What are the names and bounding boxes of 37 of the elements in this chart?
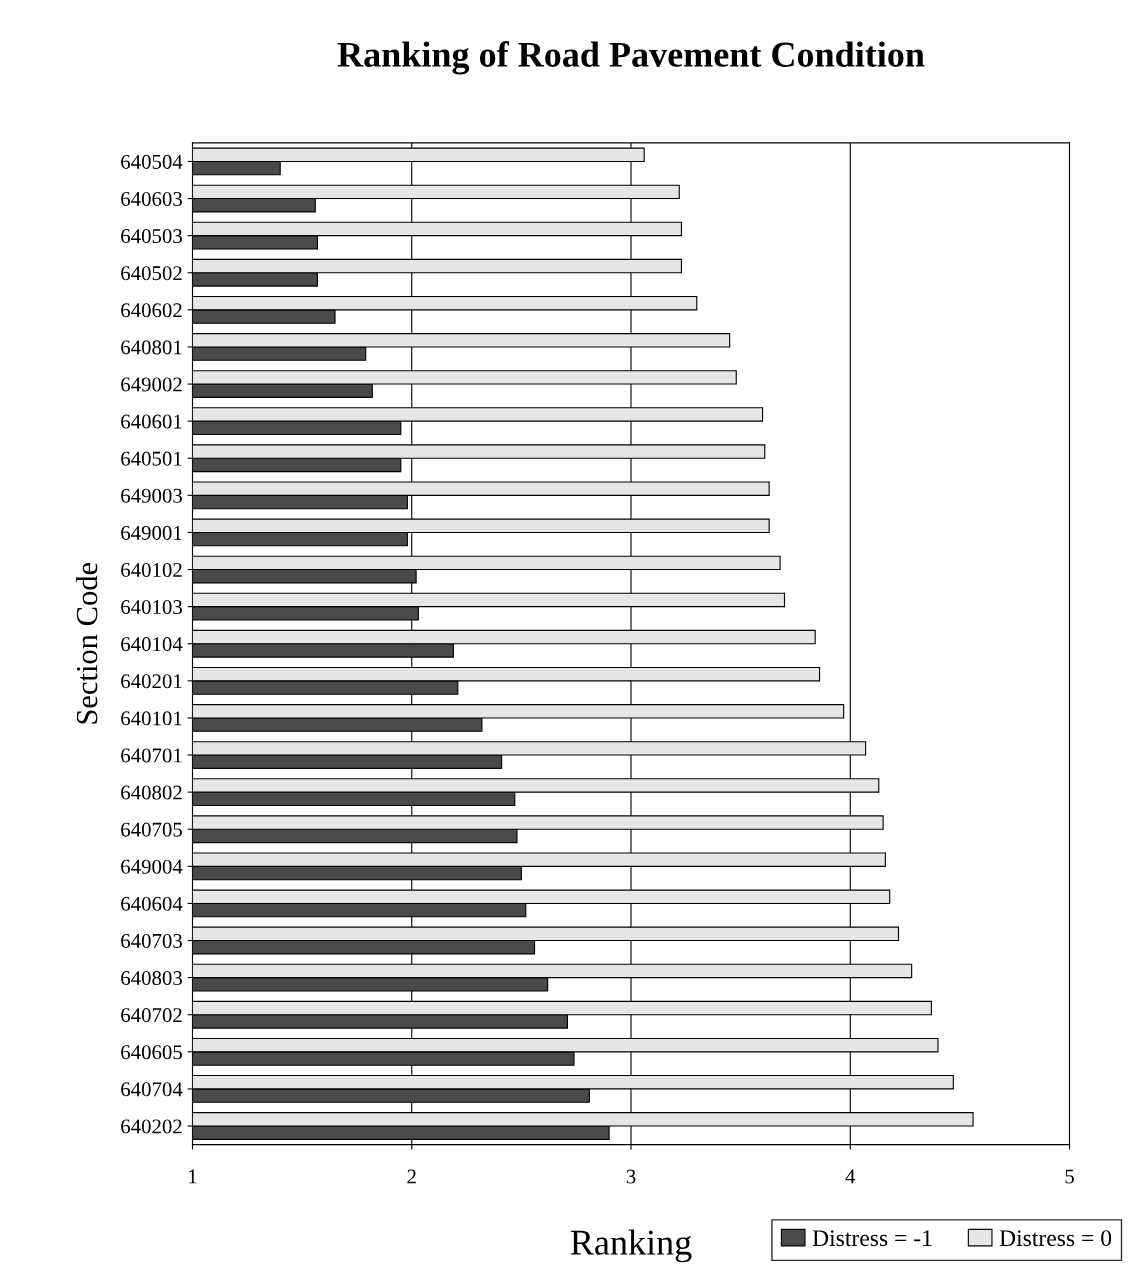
x-tick-label: 5 <box>1065 1169 1074 1184</box>
y-tick-label: 640603 <box>121 191 182 206</box>
y-tick-label: 640103 <box>121 600 182 615</box>
x-tick-label: 1 <box>189 1169 197 1184</box>
y-tick-label: 649004 <box>121 859 183 874</box>
y-tick-label: 640502 <box>121 266 182 281</box>
y-tick-label: 640101 <box>121 711 182 726</box>
y-tick-label: 640501 <box>121 451 182 466</box>
y-tick-label: 640803 <box>121 971 182 986</box>
y-tick-label: 640601 <box>121 414 182 429</box>
legend-label: Distress = 0 <box>999 1230 1112 1247</box>
legend-label: Distress = -1 <box>812 1230 932 1247</box>
y-axis-title: Section Code <box>75 562 98 724</box>
y-tick-label: 640605 <box>121 1045 182 1060</box>
y-tick-label: 640504 <box>121 154 183 169</box>
y-tick-label: 640602 <box>121 303 182 318</box>
y-tick-label: 649002 <box>121 377 182 392</box>
chart-title: Ranking of Road Pavement Condition <box>337 41 925 75</box>
y-tick-label: 640801 <box>121 340 182 355</box>
y-tick-label: 640104 <box>121 637 183 652</box>
y-tick-label: 640705 <box>121 822 182 837</box>
y-tick-label: 640503 <box>121 229 182 244</box>
y-tick-label: 640701 <box>121 748 182 763</box>
x-tick-label: 4 <box>845 1169 856 1184</box>
y-tick-label: 649001 <box>121 525 182 540</box>
x-tick-label: 3 <box>626 1169 636 1184</box>
x-axis-title: Ranking <box>570 1229 692 1263</box>
y-tick-label: 640604 <box>121 896 183 911</box>
y-tick-label: 640702 <box>121 1008 182 1023</box>
y-tick-label: 640703 <box>121 933 182 948</box>
y-tick-label: 640102 <box>121 562 182 577</box>
y-tick-label: 640201 <box>121 674 182 689</box>
y-tick-label: 640704 <box>121 1082 183 1097</box>
y-tick-label: 640202 <box>121 1119 182 1134</box>
x-tick-label: 2 <box>407 1169 416 1184</box>
y-tick-label: 640802 <box>121 785 182 800</box>
y-tick-label: 649003 <box>121 488 182 503</box>
